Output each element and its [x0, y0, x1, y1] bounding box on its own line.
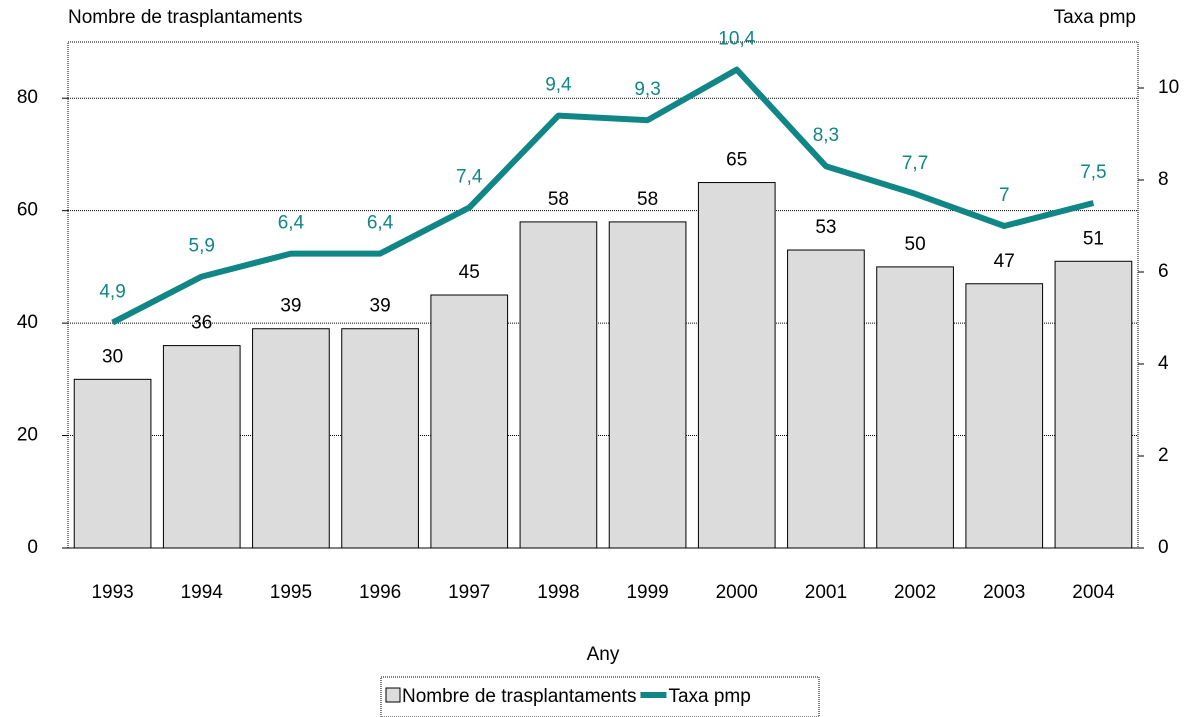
bar-label: 39: [370, 296, 391, 317]
bar-label: 39: [280, 296, 301, 317]
y2-axis-label: Taxa pmp: [1054, 7, 1136, 28]
y-tick-label: 60: [17, 200, 38, 221]
y2-tick-label: 8: [1158, 169, 1169, 190]
y-tick-label: 20: [17, 425, 38, 446]
y-tick-label: 0: [27, 537, 38, 558]
bar: [697, 182, 776, 549]
line-label: 5,9: [189, 236, 215, 257]
line-label: 10,4: [718, 29, 755, 50]
x-tick-label: 1996: [359, 582, 401, 603]
legend-label: Nombre de trasplantaments: [402, 686, 636, 707]
line-label: 7,5: [1080, 162, 1106, 183]
bar-label: 50: [905, 234, 926, 255]
line-label: 7: [999, 185, 1010, 206]
bar-label: 36: [191, 313, 212, 334]
x-tick-label: 1993: [91, 582, 133, 603]
bar-label: 30: [102, 346, 123, 367]
bar: [252, 328, 330, 549]
bar-label: 51: [1083, 228, 1104, 249]
y2-tick-label: 0: [1158, 537, 1169, 558]
legend-swatch: [385, 687, 401, 703]
x-tick-label: 1998: [537, 582, 579, 603]
y2-tick-label: 10: [1158, 77, 1179, 98]
x-tick-label: 2000: [716, 582, 758, 603]
line-label: 4,9: [99, 282, 125, 303]
line-label: 9,4: [545, 75, 572, 96]
y2-tick-label: 4: [1158, 353, 1169, 374]
x-tick-label: 2001: [805, 582, 847, 603]
x-tick-label: 2004: [1072, 582, 1115, 603]
bar-label: 58: [637, 189, 658, 210]
bar: [608, 221, 687, 549]
legend-label: Taxa pmp: [668, 686, 750, 707]
line-label: 8,3: [813, 125, 839, 146]
y2-tick-label: 2: [1158, 445, 1169, 466]
x-tick-label: 1995: [270, 582, 312, 603]
line-label: 7,4: [456, 167, 483, 188]
bar: [341, 328, 419, 549]
x-tick-label: 2002: [894, 582, 936, 603]
line-label: 9,3: [634, 79, 660, 100]
y-tick-label: 40: [17, 312, 38, 333]
bar: [876, 266, 954, 549]
bar: [519, 221, 598, 549]
bar: [787, 249, 865, 549]
bar-label: 53: [815, 217, 836, 238]
line: [111, 66, 1095, 326]
bar: [1054, 260, 1133, 549]
bar: [73, 378, 152, 549]
bar: [162, 345, 241, 549]
bar-label: 65: [726, 150, 747, 171]
x-axis-label: Any: [587, 644, 620, 665]
line-label: 7,7: [902, 153, 928, 174]
line-label: 6,4: [278, 213, 305, 234]
y-axis-label: Nombre de trasplantaments: [68, 7, 302, 28]
x-tick-label: 2003: [983, 582, 1025, 603]
bar-label: 47: [994, 251, 1015, 272]
line-label: 6,4: [367, 213, 394, 234]
bar-label: 58: [548, 189, 569, 210]
y-tick-label: 80: [17, 87, 38, 108]
bar: [430, 294, 509, 549]
legend-box: [380, 676, 820, 717]
y2-tick-label: 6: [1158, 261, 1169, 282]
bar: [965, 283, 1044, 549]
x-tick-label: 1999: [626, 582, 668, 603]
bar-label: 45: [459, 262, 480, 283]
x-tick-label: 1997: [448, 582, 490, 603]
x-tick-label: 1994: [181, 582, 224, 603]
